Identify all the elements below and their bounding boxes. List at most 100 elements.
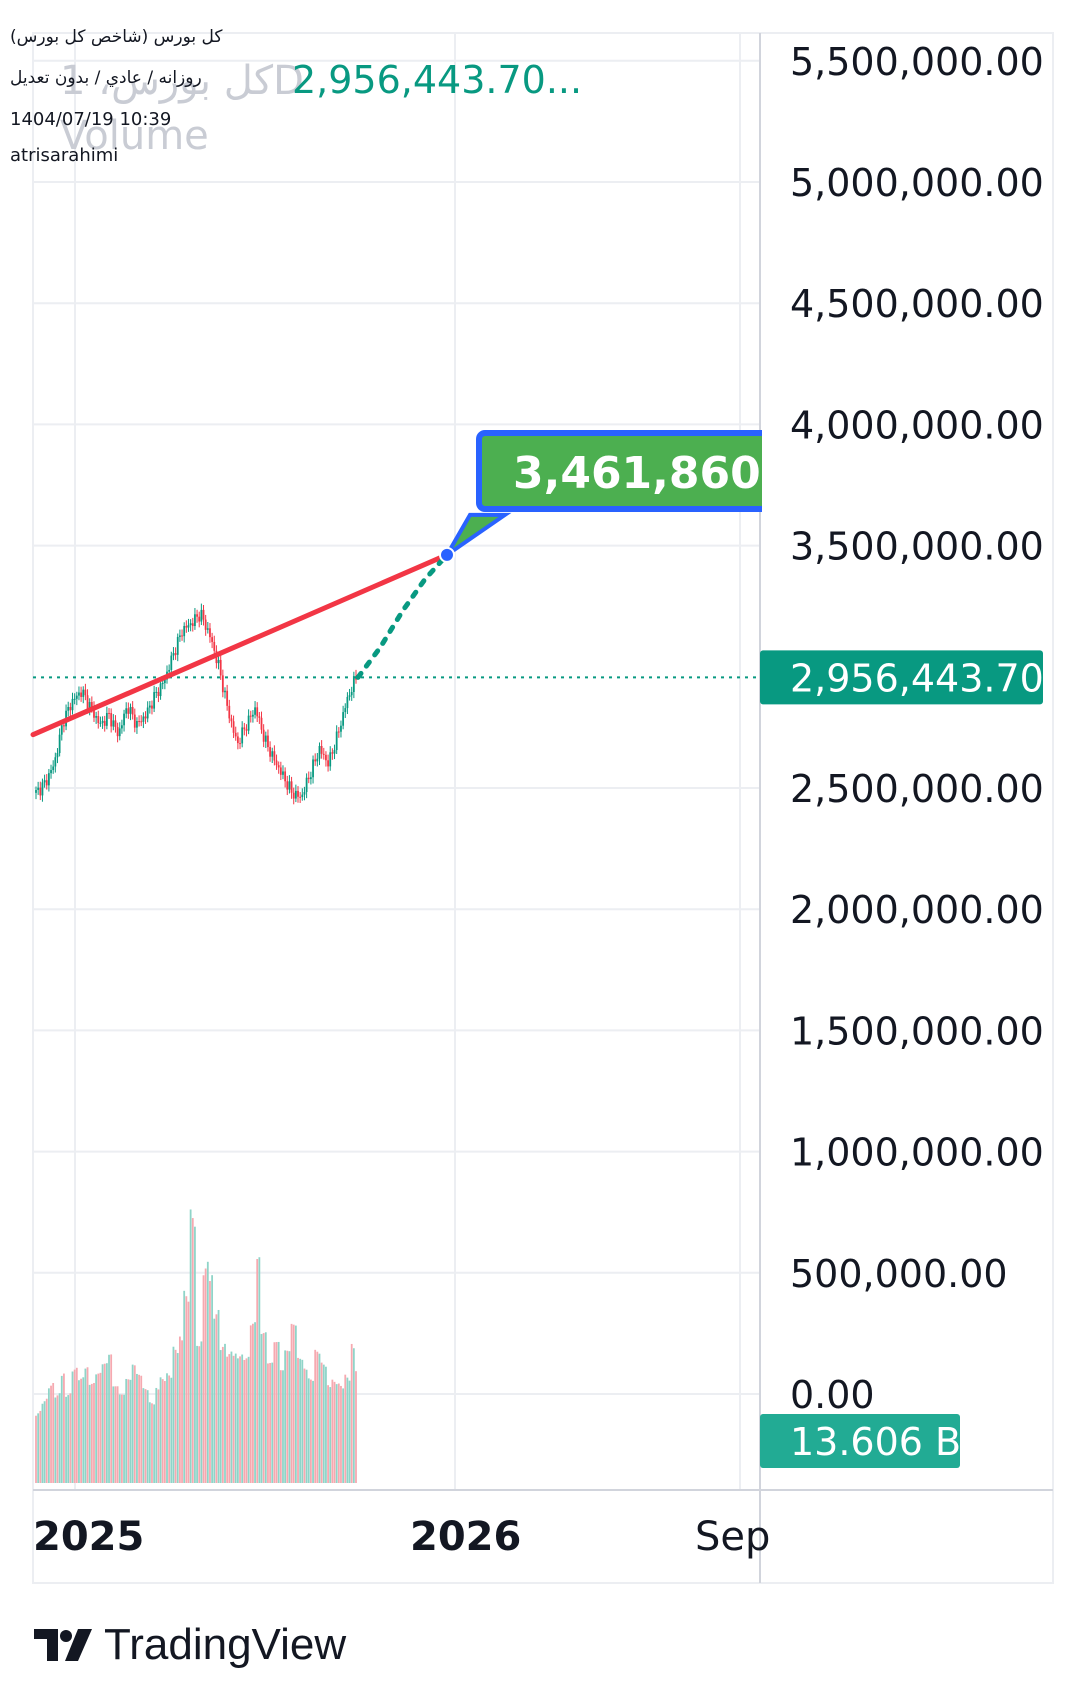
candle-body <box>342 712 345 726</box>
candle-body <box>163 679 166 684</box>
candle-body <box>273 751 276 761</box>
candle-body <box>35 789 37 793</box>
volume-bar <box>97 1373 100 1483</box>
candle-body <box>258 716 261 718</box>
chart-title: کل بورس (شاخص کل بورس) <box>10 27 223 47</box>
candle-body <box>118 728 121 737</box>
candle-body <box>189 623 192 626</box>
drawing-overlays: 3,461,860.2 <box>30 420 822 738</box>
y-tick-label: 3,500,000.00 <box>790 525 1044 569</box>
candle-body <box>200 609 203 622</box>
candle-body <box>146 707 149 719</box>
volume-bar <box>273 1342 276 1483</box>
volume-bar <box>172 1346 175 1483</box>
volume-bar <box>271 1362 274 1483</box>
y-tick-label: 1,000,000.00 <box>790 1131 1044 1175</box>
candle-body <box>196 614 198 617</box>
volume-bar <box>189 1209 192 1483</box>
candle-body <box>183 625 186 637</box>
candle-body <box>50 770 52 774</box>
tradingview-logo-icon <box>34 1629 92 1661</box>
volume-bar <box>75 1367 78 1483</box>
volume-bar <box>82 1377 85 1483</box>
candle-body <box>105 712 108 726</box>
tradingview-logo[interactable]: TradingView <box>34 1620 346 1670</box>
candle-body <box>325 754 327 761</box>
candle-body <box>60 725 63 735</box>
volume-bar <box>230 1351 233 1483</box>
volume-bar <box>325 1366 327 1483</box>
volume-bar <box>127 1379 130 1483</box>
volume-bar <box>196 1345 198 1483</box>
volume-bar <box>335 1384 338 1483</box>
candle-body <box>56 753 59 758</box>
volume-bar <box>286 1350 289 1483</box>
volume-bar <box>215 1314 218 1483</box>
candle-body <box>217 659 220 664</box>
candle-body <box>155 691 158 693</box>
candle-body <box>131 706 134 715</box>
candle-body <box>52 766 55 771</box>
candle-body <box>219 659 222 676</box>
candle-body <box>101 720 104 723</box>
volume-bar <box>103 1363 106 1483</box>
volume-bar <box>148 1402 151 1483</box>
volume-bar <box>121 1394 123 1483</box>
volume-bar <box>243 1359 246 1483</box>
candle-body <box>329 752 332 767</box>
candle-body <box>204 619 207 630</box>
candle-body <box>191 623 194 627</box>
volume-bar <box>204 1268 207 1483</box>
candle-body <box>350 691 353 696</box>
volume-bar <box>114 1386 117 1483</box>
volume-bar <box>116 1386 119 1483</box>
callout-anchor-point <box>439 546 455 563</box>
candle-body <box>144 716 147 719</box>
volume-bar <box>267 1363 269 1483</box>
candle-body <box>136 721 138 728</box>
volume-bar <box>194 1226 196 1483</box>
volume-bar <box>166 1373 168 1483</box>
volume-bar <box>138 1374 140 1483</box>
volume-bar <box>56 1395 59 1483</box>
callout-clip <box>762 420 822 520</box>
symbol-watermark: کل بورس، 1D <box>60 58 304 104</box>
candle-body <box>176 636 179 655</box>
candle-body <box>275 760 278 766</box>
candle-body <box>127 708 130 714</box>
candle-body <box>346 696 349 709</box>
candle-body <box>307 777 310 780</box>
candle-body <box>352 676 355 692</box>
author-name[interactable]: atrisarahimi <box>10 145 119 166</box>
volume-bar <box>299 1358 302 1483</box>
candle-body <box>45 780 48 786</box>
candle-body <box>202 609 205 620</box>
candle-body <box>93 707 95 718</box>
volume-bar <box>352 1348 355 1483</box>
candle-body <box>314 759 317 762</box>
candle-body <box>213 641 216 651</box>
candle-body <box>110 713 113 727</box>
snapshot-datetime: 1404/07/19 10:39 <box>10 109 172 130</box>
volume-bar <box>54 1397 57 1483</box>
candle-body <box>267 735 269 748</box>
candle-body <box>194 614 196 627</box>
volume-bar <box>232 1355 235 1483</box>
volume-bar <box>333 1381 336 1483</box>
volume-bar <box>159 1377 162 1483</box>
volume-bar <box>211 1275 214 1483</box>
candle-body <box>228 705 231 719</box>
candle-body <box>320 746 323 754</box>
candle-body <box>71 698 74 711</box>
candle-body <box>78 692 80 696</box>
volume-bar <box>258 1257 261 1483</box>
candle-body <box>316 758 319 762</box>
volume-bar <box>239 1356 241 1483</box>
volume-bar <box>314 1349 317 1483</box>
candle-body <box>303 792 306 795</box>
candle-body <box>159 683 162 697</box>
volume-bar <box>309 1379 312 1483</box>
candle-body <box>312 759 314 778</box>
candle-body <box>279 767 282 775</box>
